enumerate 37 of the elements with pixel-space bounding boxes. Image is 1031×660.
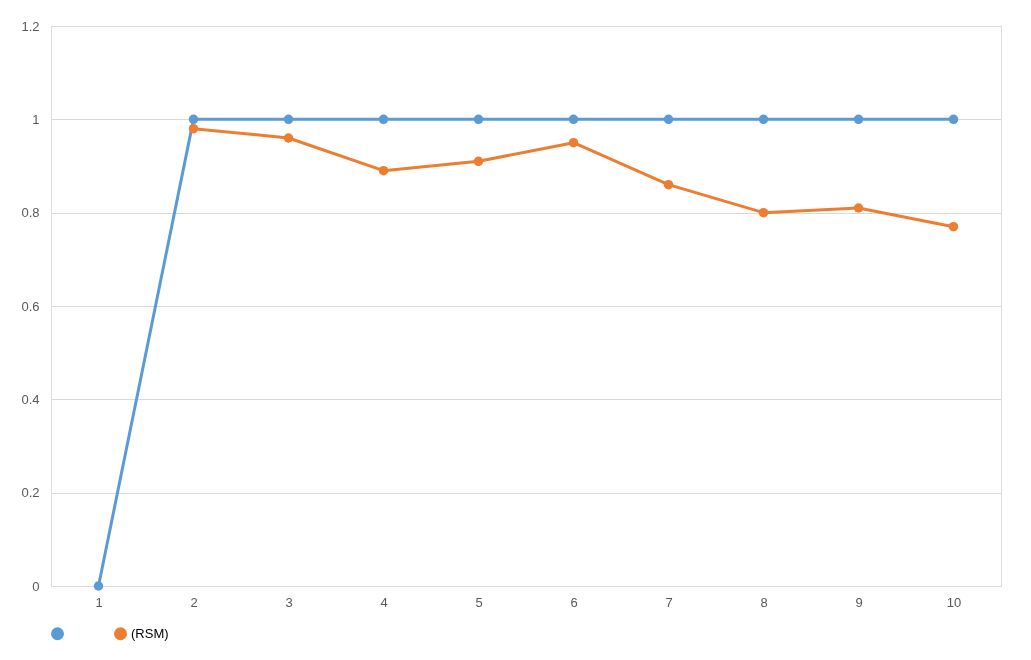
point	[473, 114, 484, 125]
y-tick-label: 1.2	[21, 18, 40, 34]
point	[948, 114, 959, 125]
point	[853, 203, 864, 213]
y-tick-label: 0.4	[21, 391, 40, 407]
x-tick-label: 3	[285, 594, 293, 610]
point	[378, 114, 389, 125]
point	[758, 207, 769, 218]
y-tick-label: 0.8	[21, 205, 40, 221]
x-tick-label: 8	[760, 594, 768, 610]
point	[758, 114, 769, 125]
point	[948, 221, 959, 232]
y-tick-label: 1	[32, 111, 40, 127]
y-tick-label: 0.2	[21, 485, 40, 501]
point	[568, 137, 579, 148]
x-tick-label: 5	[475, 594, 483, 610]
x-tick-label: 10	[946, 594, 962, 610]
point	[93, 581, 104, 591]
point	[568, 114, 579, 125]
legend-label: (RSM)	[131, 625, 169, 641]
point	[378, 165, 389, 176]
point	[283, 114, 294, 125]
x-tick-label: 6	[570, 594, 578, 610]
point	[283, 133, 294, 143]
x-tick-label: 9	[855, 594, 863, 610]
point	[853, 114, 864, 125]
point	[663, 179, 674, 190]
x-tick-label: 4	[380, 594, 388, 610]
x-tick-label: 2	[190, 594, 198, 610]
x-tick-label: 7	[665, 594, 673, 610]
x-tick-label: 1	[95, 594, 103, 610]
point	[188, 123, 199, 134]
point	[473, 156, 484, 167]
point	[188, 114, 199, 125]
point	[663, 114, 674, 125]
y-tick-label: 0	[32, 578, 40, 594]
y-tick-label: 0.6	[21, 298, 40, 314]
